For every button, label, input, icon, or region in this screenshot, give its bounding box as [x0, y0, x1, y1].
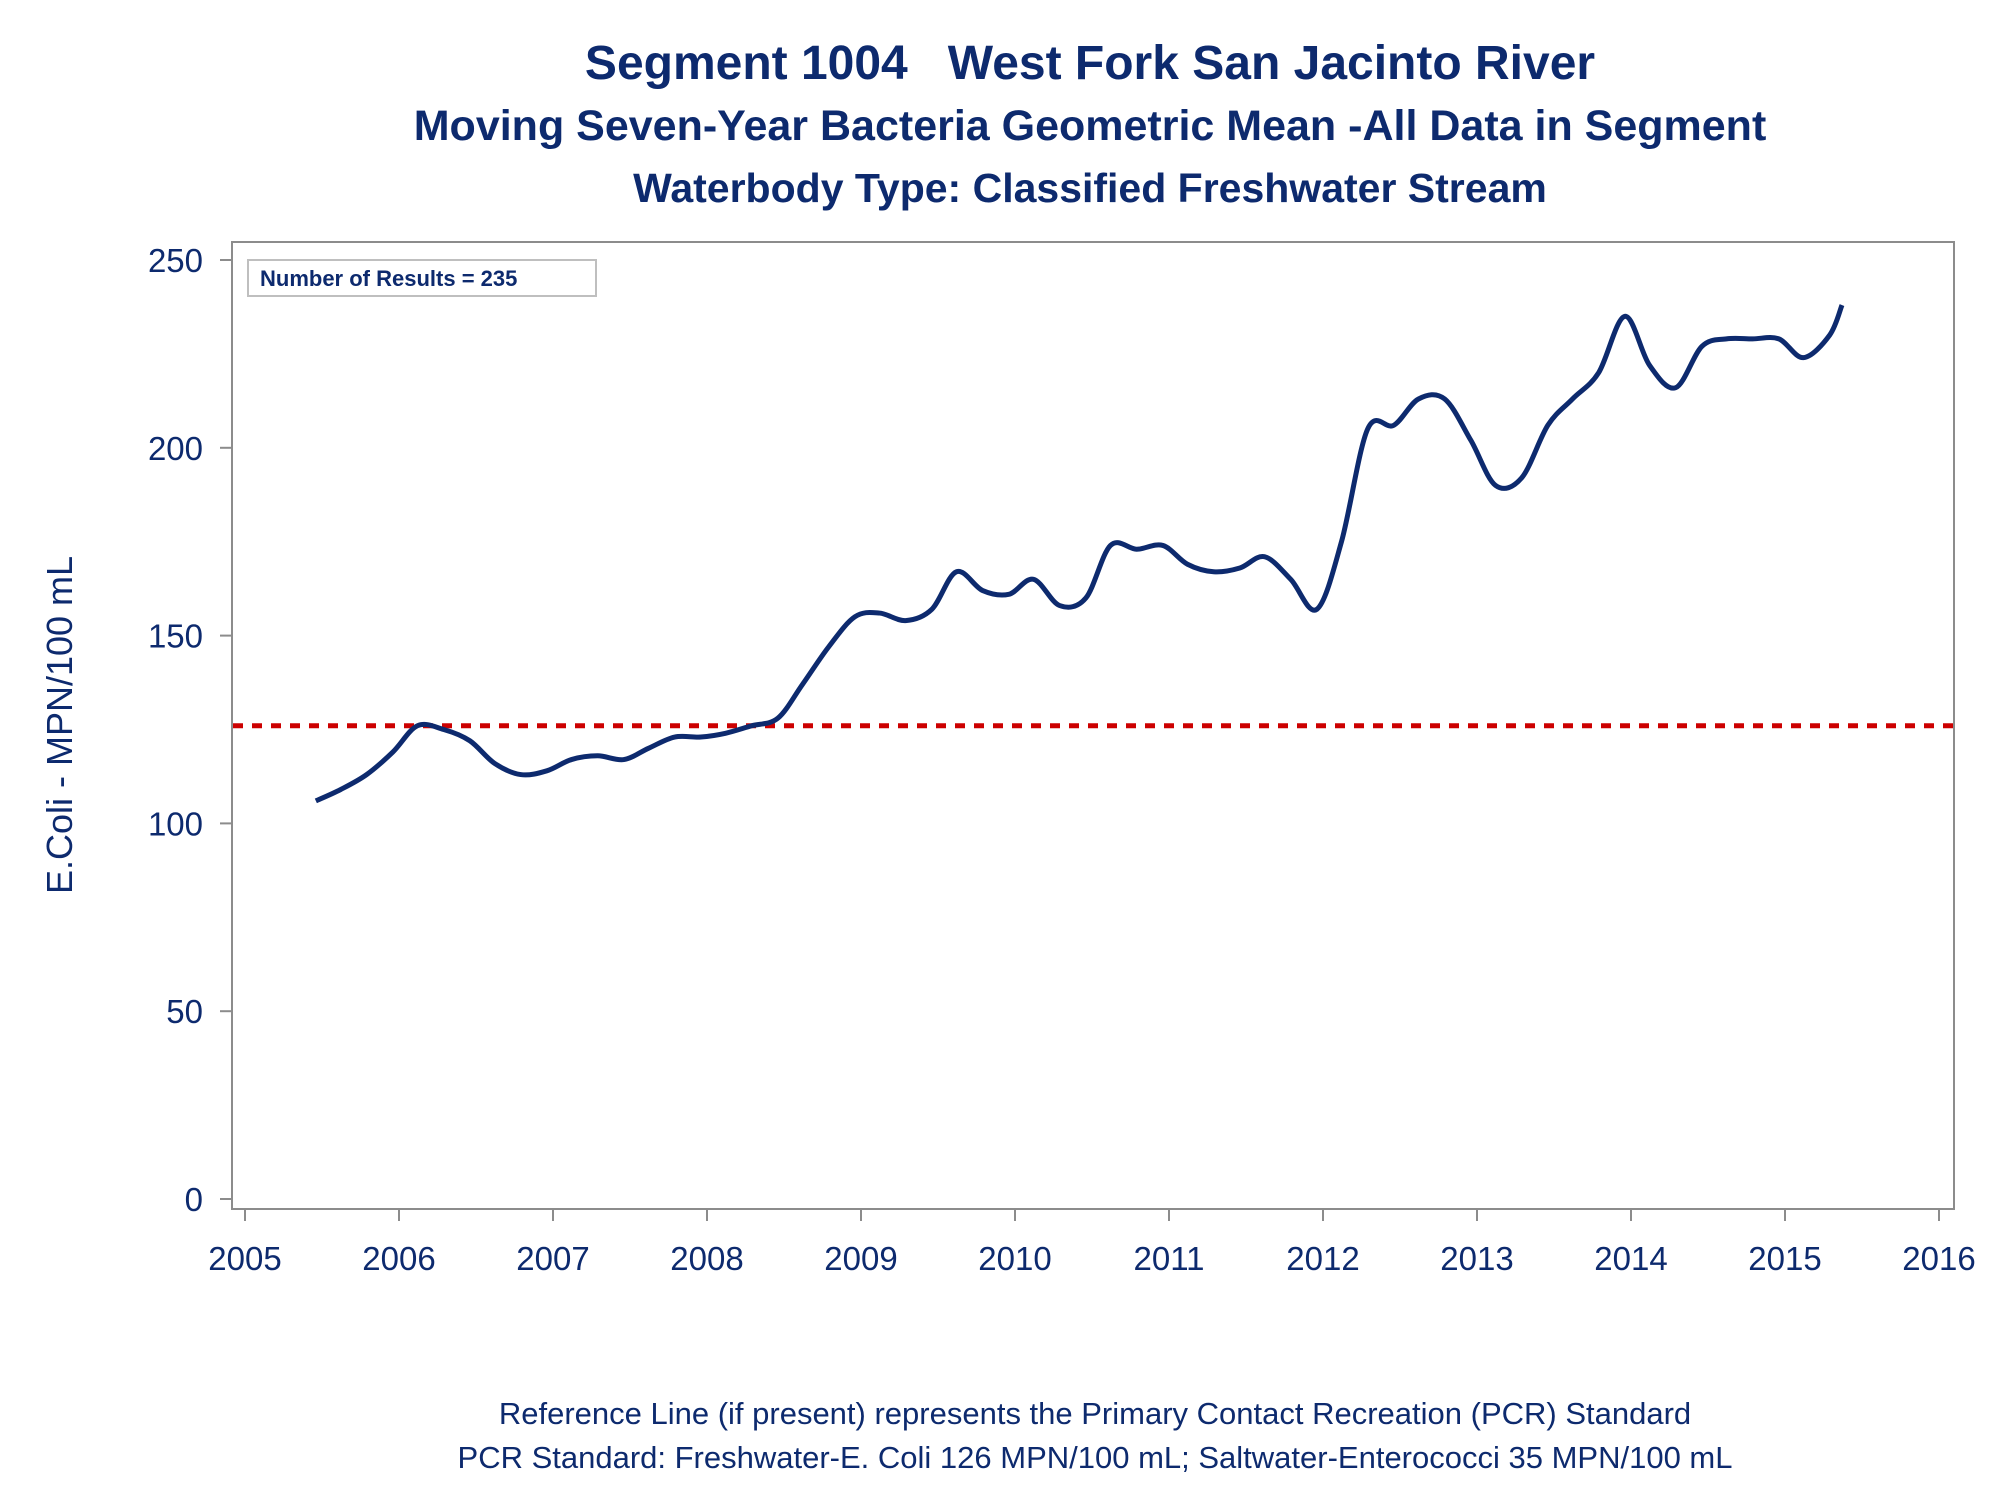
y-axis: 0 50 100 150 200 250 [148, 242, 232, 1218]
footnote-reference: Reference Line (if present) represents t… [498, 1396, 1692, 1431]
x-tick-label: 2016 [1902, 1240, 1975, 1277]
footnote-standard: PCR Standard: Freshwater-E. Coli 126 MPN… [457, 1440, 1733, 1475]
x-axis: 2005 2006 2007 2008 2009 2010 2011 2012 2013 2014… [208, 1209, 1976, 1277]
x-tick-label: 2014 [1594, 1240, 1667, 1277]
x-tick-label: 2015 [1748, 1240, 1821, 1277]
y-tick-label: 250 [148, 242, 203, 279]
y-tick-label: 50 [166, 993, 203, 1030]
chart-subtitle: Moving Seven-Year Bacteria Geometric Mea… [413, 102, 1767, 150]
x-tick-label: 2007 [516, 1240, 589, 1277]
geometric-mean-line [314, 304, 1845, 804]
y-axis-label: E.Coli - MPN/100 mL [39, 556, 80, 894]
x-tick-label: 2011 [1134, 1240, 1205, 1277]
x-tick-label: 2010 [978, 1240, 1051, 1277]
x-tick-label: 2012 [1286, 1240, 1359, 1277]
y-tick-label: 100 [148, 805, 203, 842]
x-tick-label: 2006 [362, 1240, 435, 1277]
results-count-label: Number of Results = 235 [260, 266, 517, 291]
x-tick-label: 2013 [1440, 1240, 1513, 1277]
chart-subtitle-2: Waterbody Type: Classified Freshwater St… [633, 165, 1547, 211]
results-count-box: Number of Results = 235 [247, 259, 597, 297]
x-tick-label: 2008 [670, 1240, 743, 1277]
y-tick-label: 200 [148, 430, 203, 467]
plot-frame [231, 241, 1955, 1210]
chart-title: Segment 1004 West Fork San Jacinto River [584, 37, 1596, 90]
y-tick-label: 150 [148, 618, 203, 655]
x-tick-label: 2005 [208, 1240, 281, 1277]
x-tick-label: 2009 [824, 1240, 897, 1277]
y-tick-label: 0 [185, 1181, 203, 1218]
